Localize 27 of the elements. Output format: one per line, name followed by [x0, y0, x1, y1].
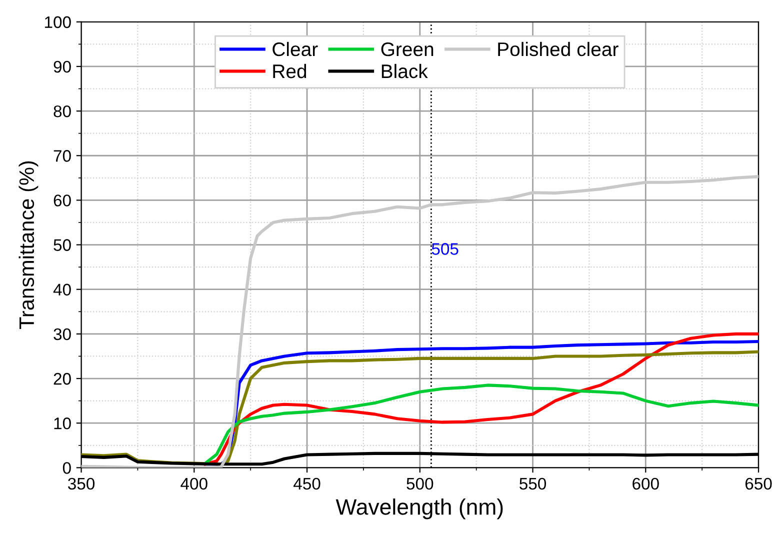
y-tick-label: 0	[62, 462, 71, 474]
legend-label: Clear	[272, 42, 318, 56]
legend-label: Polished clear	[498, 42, 618, 56]
x-axis-title: Wavelength (nm)	[336, 498, 503, 520]
x-tick-label: 450	[294, 478, 320, 490]
y-tick-label: 80	[54, 105, 71, 118]
y-tick-label: 100	[45, 16, 71, 28]
y-tick-label: 70	[54, 150, 71, 162]
y-axis-title: Transmittance (%)	[18, 161, 38, 330]
legend-label: Red	[273, 64, 306, 78]
x-tick-label: 600	[632, 478, 659, 490]
y-tick-label: 40	[53, 284, 71, 296]
x-tick-label: 500	[406, 478, 434, 490]
y-tick-label: 20	[54, 372, 71, 385]
line-series	[204, 384, 759, 465]
x-tick-label: 550	[520, 478, 546, 490]
x-tick-label: 350	[68, 478, 95, 490]
y-tick-label: 10	[54, 418, 71, 430]
legend-label: Green	[381, 42, 434, 56]
x-tick-label: 400	[180, 478, 208, 490]
y-tick-label: 50	[54, 239, 71, 251]
y-tick-label: 60	[54, 194, 71, 206]
legend-label: Black	[382, 64, 428, 78]
y-tick-label: 90	[54, 60, 71, 73]
y-tick-label: 30	[54, 328, 71, 340]
ref-line-label: 505	[432, 243, 458, 255]
x-tick-label: 650	[745, 478, 772, 490]
